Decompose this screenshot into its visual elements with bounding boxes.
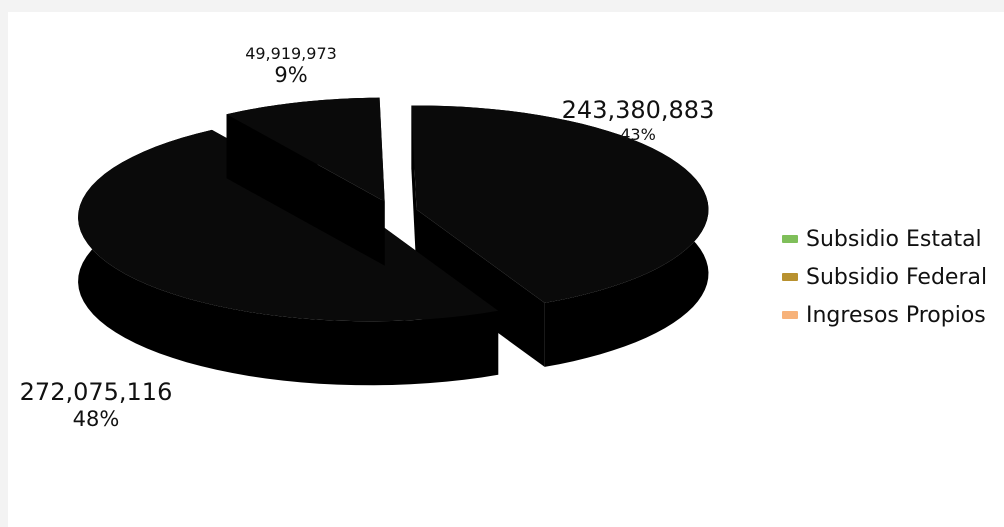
pie-slice-top — [78, 129, 499, 322]
percent-label: 43% — [620, 124, 656, 144]
pie-chart — [78, 97, 709, 386]
pie-slice-subsidio-federal — [78, 129, 499, 386]
legend-label: Ingresos Propios — [806, 302, 986, 328]
pie-slice-top — [411, 105, 709, 303]
legend-label: Subsidio Estatal — [806, 226, 982, 252]
pie-slice-wall — [416, 209, 545, 367]
legend: Subsidio Estatal Subsidio Federal Ingres… — [782, 220, 987, 334]
value-label: 272,075,116 — [19, 378, 173, 406]
value-label: 49,919,973 — [245, 44, 337, 63]
chart-area: 243,380,883 43% 272,075,116 48% 49,919,9… — [8, 12, 1004, 527]
legend-label: Subsidio Federal — [806, 264, 988, 290]
value-label: 243,380,883 — [561, 96, 715, 124]
legend-swatch — [782, 311, 798, 319]
data-label-ingresos-propios: 49,919,973 9% — [211, 44, 371, 88]
legend-swatch — [782, 235, 798, 243]
percent-label: 48% — [72, 406, 120, 431]
legend-item-ingresos-propios: Ingresos Propios — [782, 296, 987, 334]
legend-swatch — [782, 273, 798, 281]
pie-slice-ingresos-propios — [226, 97, 385, 266]
data-label-subsidio-federal: 272,075,116 48% — [16, 378, 176, 432]
percent-label: 9% — [274, 63, 308, 88]
data-label-subsidio-estatal: 243,380,883 43% — [558, 96, 718, 144]
pie-slice-top — [226, 97, 385, 202]
pie-slice-wall — [411, 105, 417, 274]
pie-slice-wall — [226, 114, 385, 266]
legend-item-subsidio-estatal: Subsidio Estatal — [782, 220, 987, 258]
legend-item-subsidio-federal: Subsidio Federal — [782, 258, 987, 296]
pie-slice-subsidio-estatal — [411, 105, 709, 367]
